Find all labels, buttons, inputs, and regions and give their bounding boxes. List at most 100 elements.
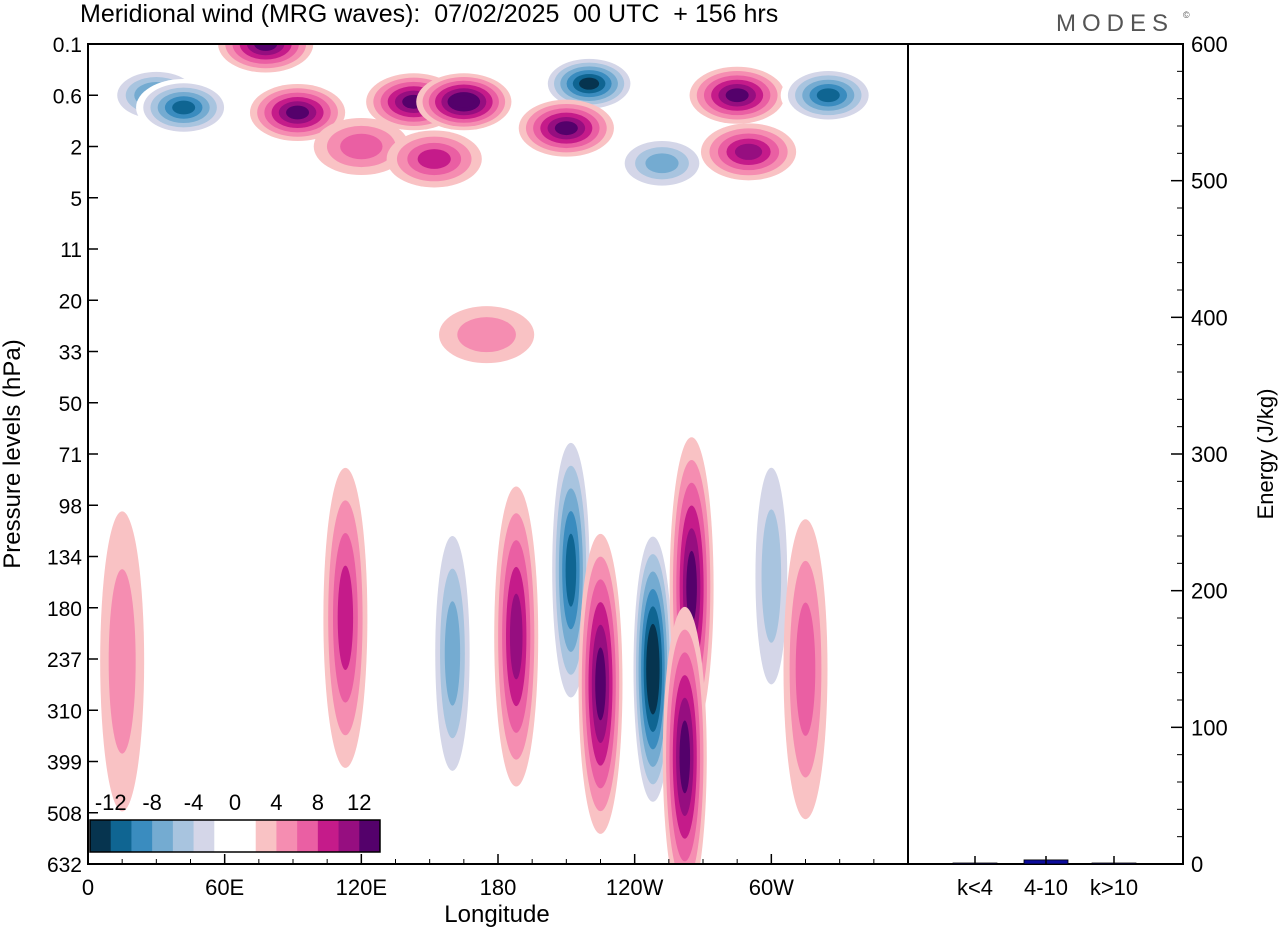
contour-level [286, 105, 310, 120]
pressure-axis: 0.1 0.6 2 5 11 20 33 50 71 98 134 180 237 310 399 508 63… [47, 34, 98, 877]
x-tick-label: 60E [205, 875, 244, 900]
colorbar-swatch [214, 820, 236, 852]
contour-feature-18 [578, 533, 623, 834]
y-tick-label: 0.6 [53, 85, 82, 108]
contour-level [509, 593, 523, 680]
contour-level [565, 533, 577, 607]
colorbar-swatch [110, 820, 132, 852]
y-tick-label: 180 [47, 598, 82, 621]
contour-level [761, 509, 782, 643]
contour-fields [100, 44, 876, 864]
contour-level [457, 317, 516, 353]
bar-panel-border [907, 43, 1184, 865]
colorbar-border [89, 819, 381, 853]
y-tick-label: 50 [59, 393, 82, 416]
contour-level [795, 602, 816, 736]
energy-bar-panel: 0 100 200 300 400 500 600 k<4 4-10 k>10 [907, 32, 1228, 900]
y-tick-label: 71 [59, 444, 82, 467]
contour-feature-26 [100, 511, 145, 812]
x-tick-label: 0 [82, 875, 94, 900]
y-tick-label: 632 [47, 854, 82, 877]
energy-tick-label: 600 [1191, 32, 1228, 57]
bar-category-label: k>10 [1090, 875, 1138, 900]
energy-tick-label: 100 [1191, 715, 1228, 740]
colorbar-swatch [317, 820, 340, 852]
colorbar-swatch [172, 820, 195, 852]
energy-tick-label: 300 [1191, 442, 1228, 467]
y-axis-label: Pressure levels (hPa) [0, 339, 26, 568]
y-tick-label: 399 [47, 752, 82, 775]
contour-level [172, 100, 196, 115]
contour-feature-9 [541, 55, 637, 113]
contour-level [453, 95, 474, 108]
contour-level [579, 77, 600, 90]
colorbar-swatch [255, 820, 277, 852]
y-tick-label: 0.1 [53, 34, 82, 57]
y-tick-label: 5 [70, 188, 82, 211]
contour-level [595, 647, 606, 721]
contour-feature-24 [783, 519, 828, 820]
bar-category-label: 4-10 [1024, 875, 1068, 900]
contour-feature-6 [416, 73, 512, 131]
colorbar-label: -8 [142, 790, 162, 815]
contour-level [648, 641, 657, 698]
energy-tick-label: 0 [1191, 852, 1203, 877]
colorbar-swatch [359, 820, 381, 852]
x-tick-label: 120W [606, 875, 664, 900]
y-tick-label: 33 [59, 342, 82, 365]
y-tick-label: 2 [70, 137, 82, 160]
contour-feature-11 [614, 134, 710, 192]
colorbar-swatch [276, 820, 298, 852]
contour-level [108, 569, 136, 754]
y-tick-label: 11 [60, 239, 82, 262]
contour-feature-16 [494, 486, 539, 787]
energy-tick-label: 200 [1191, 579, 1228, 604]
y-tick-label: 508 [47, 803, 82, 826]
contour-level [725, 88, 749, 103]
longitude-axis: 0 60E 120E 180 120W 60W [82, 854, 875, 900]
colorbar-swatch [193, 820, 215, 852]
x-axis-label: Longitude [444, 901, 549, 928]
contour-level [679, 720, 691, 794]
colorbar-swatch [131, 820, 153, 852]
contour-feature-12 [689, 66, 785, 124]
colorbar-label: 0 [229, 790, 241, 815]
y-tick-label: 237 [47, 649, 82, 672]
contour-feature-14 [780, 66, 876, 124]
colorbar-label: -12 [95, 790, 127, 815]
colorbar-label: 4 [270, 790, 282, 815]
contour-level [340, 133, 383, 160]
contour-feature-4 [249, 84, 346, 142]
contour-feature-25 [439, 306, 535, 364]
contour-feature-8 [386, 130, 482, 188]
y-tick-label: 310 [47, 700, 82, 723]
energy-axis-label: Energy (J/kg) [1253, 389, 1278, 520]
x-tick-label: 60W [749, 875, 794, 900]
contour-feature-7 [313, 118, 409, 175]
x-tick-label: 180 [480, 875, 517, 900]
contour-feature-2 [136, 78, 232, 136]
chart-title: Meridional wind (MRG waves): 07/02/2025 … [80, 0, 779, 28]
contour-feature-3 [218, 44, 314, 73]
colorbar-swatch [338, 820, 360, 852]
colorbar-legend: -12 -8 -4 0 4 8 12 [89, 790, 381, 853]
brand-logo: MODES [1056, 10, 1175, 37]
contour-level [734, 143, 763, 160]
contour-level [816, 88, 840, 103]
y-tick-label: 134 [47, 547, 82, 570]
contour-level [645, 153, 679, 174]
brand-copyright-mark: © [1183, 10, 1190, 20]
contour-feature-21 [662, 606, 707, 864]
contour-feature-22 [749, 426, 794, 727]
x-tick-label: 120E [336, 875, 387, 900]
contour-level [444, 601, 461, 706]
contour-feature-19 [630, 519, 675, 820]
contour-level [337, 565, 354, 671]
colorbar-label: 12 [347, 790, 371, 815]
colorbar-swatch [235, 820, 257, 852]
colorbar-swatch [297, 820, 319, 852]
contour-feature-13 [700, 123, 797, 181]
colorbar-label: 8 [312, 790, 324, 815]
colorbar-label: -4 [184, 790, 204, 815]
